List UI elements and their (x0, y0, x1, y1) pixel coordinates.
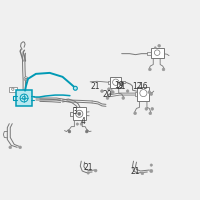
FancyBboxPatch shape (110, 77, 121, 88)
Circle shape (24, 77, 28, 81)
Circle shape (25, 78, 27, 80)
Circle shape (78, 112, 81, 115)
Circle shape (148, 91, 151, 93)
FancyBboxPatch shape (137, 87, 149, 101)
Circle shape (73, 86, 77, 90)
Circle shape (22, 96, 26, 100)
Circle shape (106, 97, 109, 99)
Text: 12: 12 (132, 82, 141, 91)
Circle shape (113, 79, 119, 85)
Circle shape (140, 90, 147, 97)
Circle shape (154, 50, 160, 55)
Text: 19: 19 (114, 81, 124, 90)
Circle shape (76, 123, 79, 125)
FancyBboxPatch shape (9, 87, 17, 92)
Text: 3: 3 (72, 107, 77, 116)
Circle shape (126, 90, 129, 93)
Circle shape (111, 91, 114, 93)
Circle shape (12, 88, 14, 90)
Circle shape (150, 93, 153, 95)
FancyBboxPatch shape (151, 48, 164, 58)
Circle shape (158, 44, 161, 47)
Text: 21: 21 (83, 163, 93, 172)
Circle shape (85, 130, 88, 133)
Circle shape (76, 110, 83, 117)
Text: 4: 4 (81, 117, 86, 126)
Circle shape (87, 172, 89, 174)
Circle shape (145, 107, 148, 110)
Circle shape (20, 94, 28, 102)
Circle shape (149, 68, 151, 71)
Text: 21: 21 (131, 167, 140, 176)
Text: 16: 16 (139, 82, 148, 91)
Circle shape (150, 169, 153, 173)
Circle shape (134, 112, 136, 115)
FancyBboxPatch shape (16, 90, 32, 106)
Text: 21: 21 (117, 82, 126, 91)
Circle shape (151, 107, 154, 110)
Circle shape (154, 47, 156, 49)
Circle shape (122, 97, 125, 99)
Circle shape (19, 146, 22, 149)
Circle shape (150, 164, 152, 166)
Circle shape (101, 90, 103, 93)
Text: 21: 21 (90, 82, 100, 91)
FancyBboxPatch shape (73, 107, 86, 120)
Circle shape (94, 169, 97, 172)
Text: 20: 20 (102, 90, 112, 99)
Circle shape (162, 68, 165, 71)
Circle shape (149, 112, 152, 115)
Circle shape (9, 146, 12, 149)
Circle shape (141, 172, 144, 175)
Circle shape (80, 123, 82, 125)
Circle shape (107, 88, 110, 91)
Circle shape (68, 130, 71, 133)
